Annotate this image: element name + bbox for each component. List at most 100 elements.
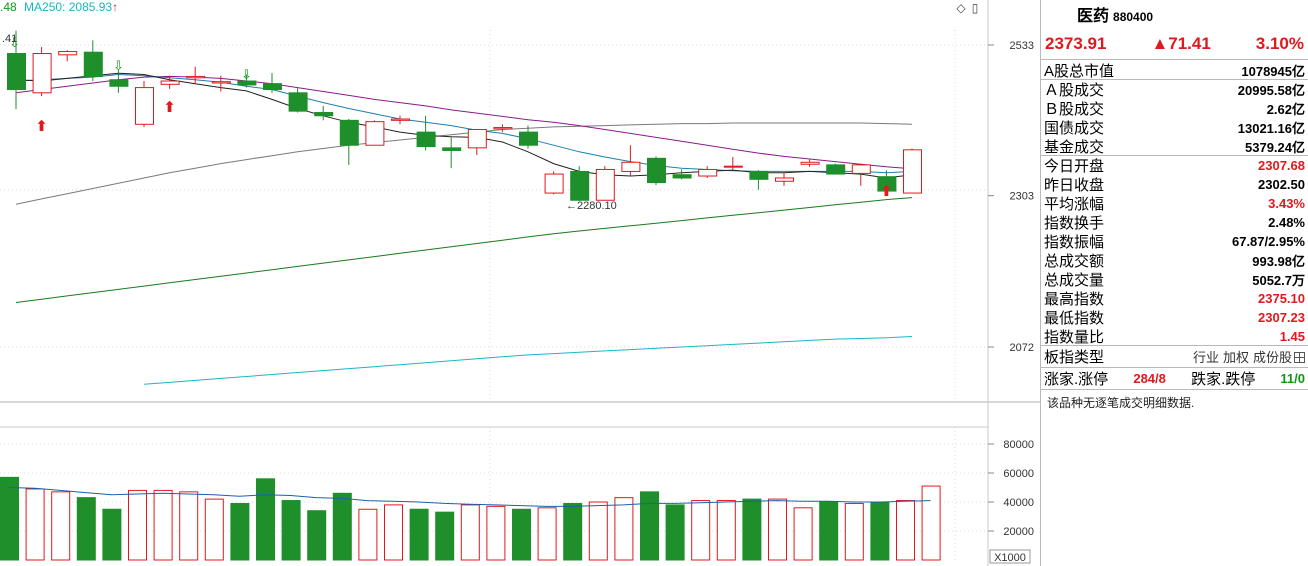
stat-label: 最低指数	[1044, 310, 1105, 327]
stat-value: 2.48%	[1268, 215, 1305, 230]
candle	[493, 124, 513, 133]
candle-body	[672, 174, 692, 179]
candle-body	[83, 51, 103, 77]
volume-ma-line	[8, 487, 931, 507]
index-code: 880400	[1113, 10, 1154, 24]
candle	[570, 166, 590, 201]
volume-bar	[358, 508, 378, 561]
candle-body	[570, 170, 590, 201]
candle	[160, 75, 180, 89]
candle-body	[595, 168, 615, 201]
stat-label: 总成交额	[1044, 253, 1105, 270]
stat-row: 国债成交 13021.16亿	[1041, 118, 1308, 137]
stat-value: 13021.16亿	[1237, 121, 1305, 136]
diamond-icon[interactable]: ◇	[956, 1, 966, 15]
volume-bar	[230, 502, 250, 561]
stat-value: 5379.24亿	[1245, 139, 1305, 155]
candle-body	[32, 53, 52, 94]
panel-icon[interactable]: ▯	[971, 1, 979, 15]
candle-body	[851, 164, 871, 174]
candle	[621, 145, 641, 176]
breadth-down-label: 跌家.跌停	[1191, 371, 1256, 388]
candle-body	[109, 79, 129, 87]
quote-panel: 医药 880400 2373.91 ▲71.41 3.10% A股总市值 10789…	[1040, 0, 1308, 566]
candle	[391, 115, 410, 125]
candle-body	[800, 161, 820, 165]
stat-value: 1.45	[1279, 328, 1305, 344]
candle	[211, 75, 231, 92]
volume-bar	[742, 498, 762, 561]
volume-bar	[460, 504, 480, 561]
candle-body	[877, 176, 897, 192]
kline-chart[interactable]: 2533 2303 2072 80000 60000 40000 20000 X1000 ⇩ ⇩ ⇩…	[0, 0, 1040, 566]
candle-body	[698, 168, 718, 177]
volume-bar	[896, 500, 915, 561]
stat-label: A股总市值	[1044, 62, 1115, 80]
candle	[314, 105, 334, 121]
candle	[519, 125, 538, 149]
volume-bar	[870, 501, 890, 561]
volume-bar	[588, 501, 608, 561]
candle	[544, 171, 564, 195]
volume-bar	[435, 511, 455, 561]
candle-body	[519, 131, 538, 146]
candle-body	[211, 81, 231, 84]
ma-legend: .48 MA250: 2085.93↑	[0, 0, 122, 14]
ma-line-green	[15, 197, 913, 303]
stat-row: Ａ股成交 20995.58亿	[1041, 80, 1308, 99]
stat-row: 昨日收盘 2302.50	[1041, 175, 1308, 194]
volume-bar	[0, 476, 19, 561]
candle-body	[416, 131, 436, 148]
stat-label: 平均涨幅	[1044, 196, 1105, 213]
price-tick-label: 2533	[1010, 40, 1034, 52]
index-name: 医药	[1077, 8, 1110, 25]
candle-body	[160, 80, 180, 85]
grid-icon[interactable]	[1294, 352, 1305, 363]
candle	[826, 163, 846, 175]
link-weighted[interactable]: 加权	[1222, 350, 1249, 365]
kline-chart-area[interactable]: 2533 2303 2072 80000 60000 40000 20000 X1000 ⇩ ⇩ ⇩…	[0, 0, 1040, 566]
stat-label: 指数换手	[1044, 215, 1105, 232]
volume-bar	[614, 497, 634, 561]
stat-value: 993.98亿	[1252, 254, 1305, 269]
board-type-label: 板指类型	[1044, 349, 1105, 366]
stat-label: 总成交量	[1044, 272, 1105, 289]
high-annotation: .41	[2, 33, 17, 45]
board-type-row: 板指类型 行业 加权 成份股	[1041, 346, 1308, 368]
candle	[58, 50, 78, 62]
candle-body	[775, 177, 794, 182]
signal-down-arrow-icon: ⇩	[241, 67, 252, 82]
candle-body	[621, 161, 641, 172]
price-row: 2373.91 ▲71.41 3.10%	[1041, 28, 1308, 60]
link-constituents[interactable]: 成份股	[1252, 350, 1292, 365]
volume-bar	[537, 507, 557, 561]
ma-partial-label: .48	[0, 0, 17, 14]
candle-body	[826, 164, 846, 175]
candle	[800, 159, 820, 167]
price-change: ▲71.41	[1151, 33, 1211, 53]
candle-body	[467, 129, 487, 149]
candle	[851, 163, 871, 186]
volume-bar	[409, 508, 429, 561]
candle	[903, 148, 922, 194]
low-annotation: ←2280.10	[566, 200, 617, 212]
volume-bar	[691, 500, 711, 561]
volume-bar	[384, 504, 403, 561]
candle-body	[58, 51, 78, 56]
link-industry[interactable]: 行业	[1192, 350, 1219, 365]
price-tick-label: 2303	[1010, 191, 1034, 203]
stat-label: 最高指数	[1044, 291, 1105, 308]
candle	[416, 115, 436, 151]
stat-value: 2375.10	[1258, 291, 1305, 306]
volume-tick-label: 80000	[1003, 439, 1034, 451]
volume-bar	[793, 507, 813, 561]
candle-body	[493, 127, 513, 130]
candle-body	[288, 92, 308, 112]
stat-row: 指数换手 2.48%	[1041, 213, 1308, 232]
candle	[288, 87, 308, 113]
candle	[263, 73, 282, 93]
volume-bar	[665, 504, 685, 561]
stat-row: 最低指数 2307.23	[1041, 308, 1308, 327]
volume-bar	[512, 508, 531, 561]
candle-body	[186, 75, 206, 79]
